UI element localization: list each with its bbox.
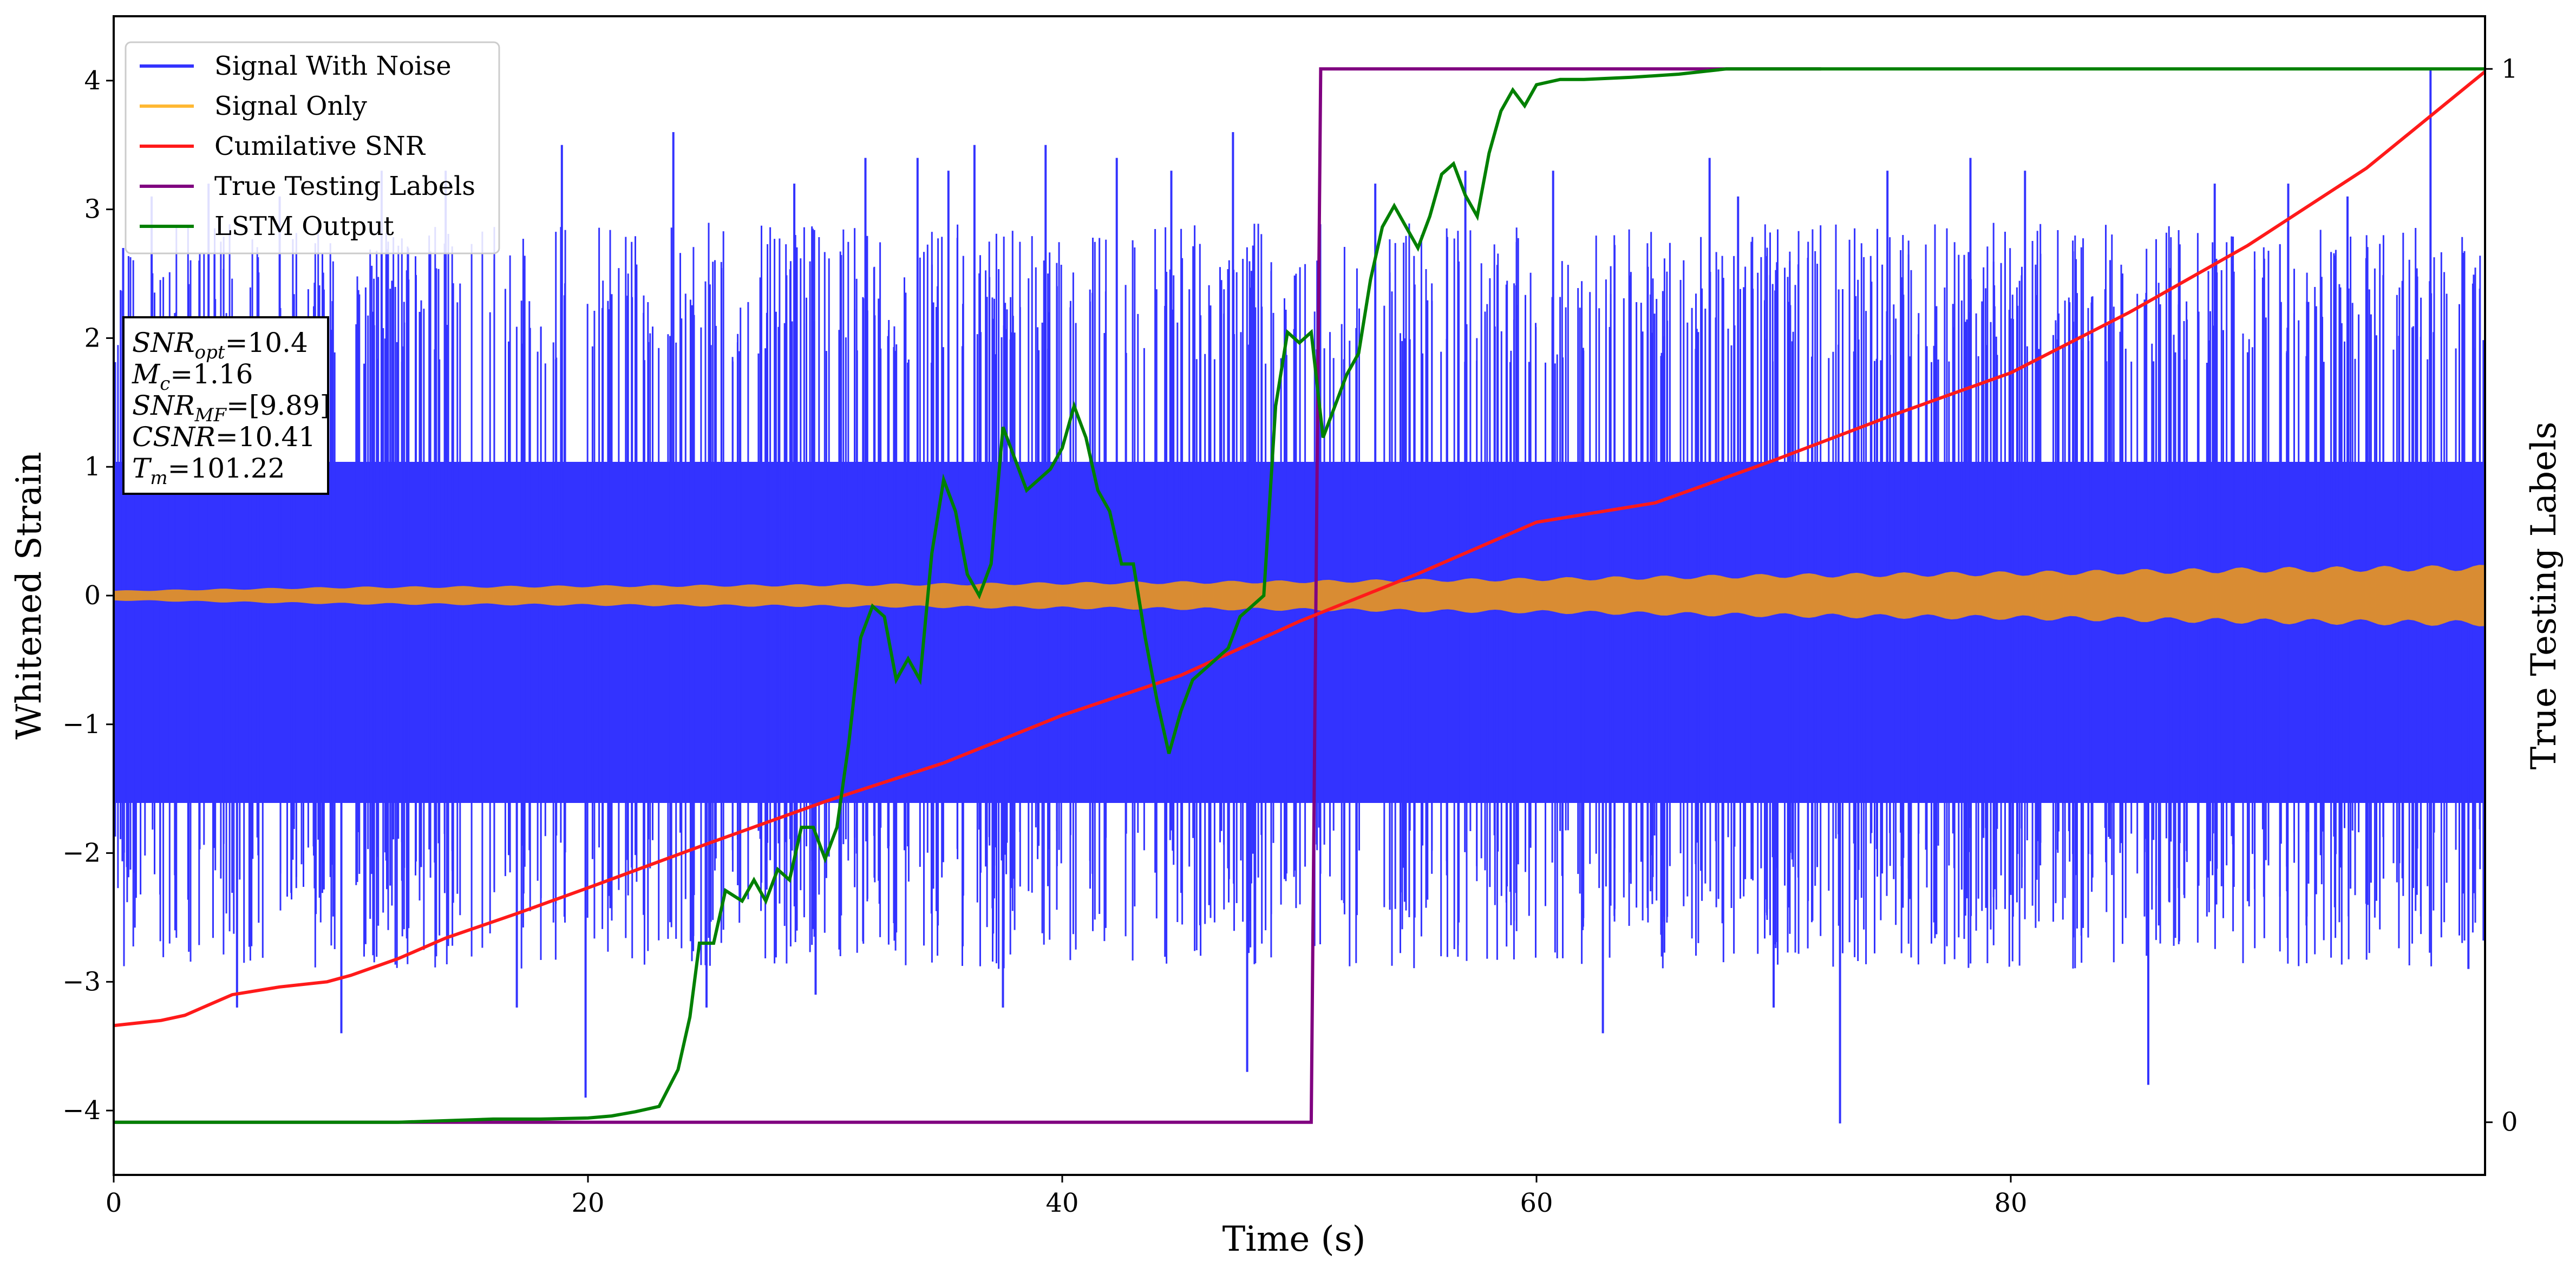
x-tick-label: 80 — [1994, 1188, 2027, 1218]
x-tick-label: 60 — [1520, 1188, 1553, 1218]
stats-line: CSNR=10.41 — [132, 421, 316, 453]
signal-only-line — [114, 565, 2485, 626]
x-axis: 0 20 40 60 80 — [106, 1175, 2028, 1218]
y-tick-label: 0 — [84, 580, 101, 611]
y2-tick-label: 0 — [2501, 1107, 2518, 1138]
y-tick-label: 4 — [84, 66, 101, 96]
y-tick-label: 3 — [84, 194, 101, 225]
y2-tick-label: 1 — [2501, 54, 2518, 84]
x-axis-title: Time (s) — [1222, 1219, 1366, 1259]
x-tick-label: 0 — [106, 1188, 122, 1218]
true-testing-labels-line — [114, 67, 1821, 1124]
y-tick-label: −1 — [62, 709, 101, 740]
legend-label: Cumilative SNR — [214, 131, 426, 161]
stats-box: SNRopt=10.4Mc=1.16SNRMF=[9.89]CSNR=10.41… — [122, 316, 330, 495]
stats-box-frame — [122, 316, 329, 495]
cumulative-snr-line — [114, 70, 2485, 1028]
y-tick-label: 2 — [84, 323, 101, 353]
y-tick-label: −2 — [62, 838, 101, 868]
x-tick-label: 20 — [571, 1188, 604, 1218]
stats-line: Tm=101.22 — [132, 453, 285, 489]
legend-label: True Testing Labels — [214, 171, 475, 201]
stats-line: SNRMF=[9.89] — [132, 390, 330, 426]
y-axis-title: Whitened Strain — [9, 452, 49, 739]
plot-area — [113, 15, 2486, 1176]
legend-label: LSTM Output — [214, 211, 394, 241]
stats-line: SNRopt=10.4 — [132, 327, 308, 363]
y-tick-label: 1 — [84, 452, 101, 482]
legend: Signal With Noise Signal Only Cumilative S… — [125, 41, 500, 254]
lstm-output-line — [114, 67, 2485, 1124]
y-axis: −4 −3 −2 −1 0 1 2 3 4 — [62, 66, 114, 1126]
legend-label: Signal Only — [214, 91, 367, 121]
legend-box — [125, 41, 500, 254]
y2-axis-title: True Testing Labels — [2524, 422, 2564, 770]
legend-label: Signal With Noise — [214, 51, 452, 81]
y-tick-label: −3 — [62, 966, 101, 997]
stats-line: Mc=1.16 — [132, 358, 253, 395]
x-tick-label: 40 — [1045, 1188, 1078, 1218]
y2-axis: 01 — [2485, 54, 2518, 1138]
y-tick-label: −4 — [62, 1095, 101, 1126]
